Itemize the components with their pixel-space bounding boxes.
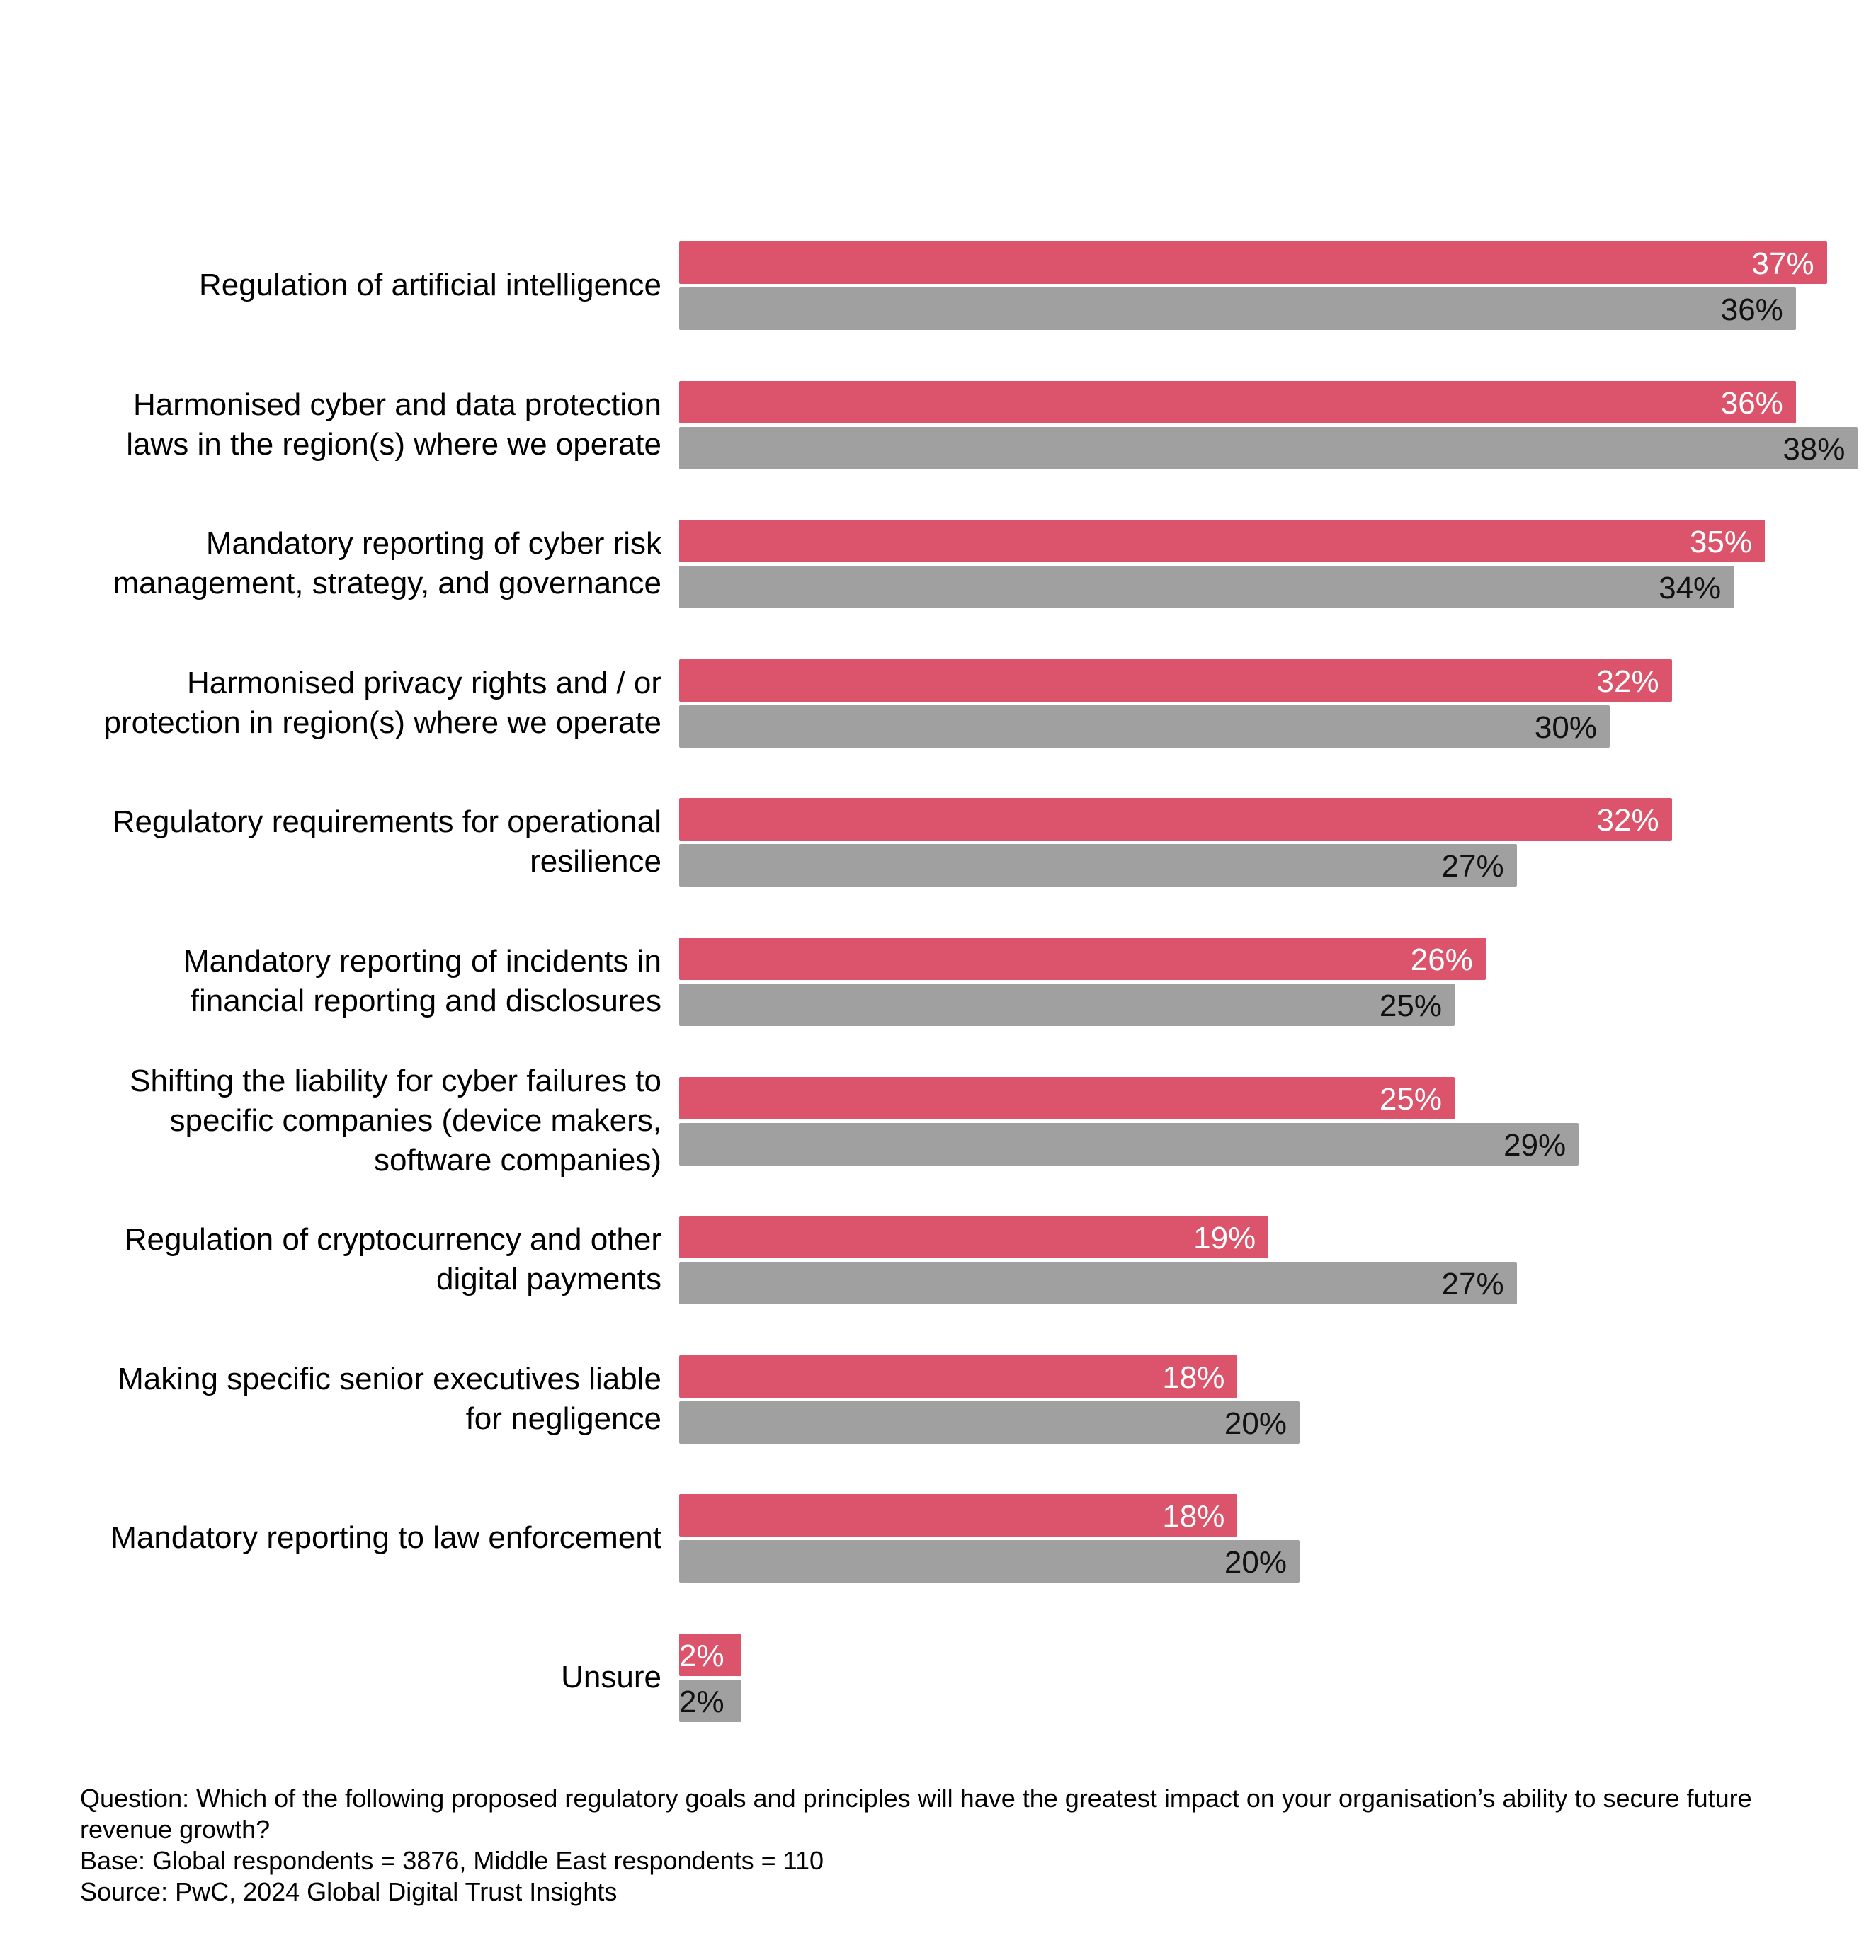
bar-series-1: 27% — [679, 844, 1517, 887]
data-label: 20% — [1224, 1545, 1287, 1580]
bar-series-1: 20% — [679, 1540, 1300, 1583]
data-label: 36% — [1720, 292, 1783, 327]
bar-series-1: 2% — [679, 1680, 741, 1722]
footer-base: Base: Global respondents = 3876, Middle … — [80, 1846, 824, 1875]
category-label: Harmonised privacy rights and / or prote… — [103, 665, 661, 740]
data-label: 37% — [1751, 246, 1814, 281]
data-label: 29% — [1503, 1127, 1567, 1163]
chart-footer: Question: Which of the following propose… — [80, 1783, 1822, 1908]
category-label: Regulatory requirements for operational … — [112, 804, 661, 879]
bar-series-0: 18% — [679, 1355, 1238, 1398]
bar-series-1: 30% — [679, 705, 1610, 748]
footer-source: Source: PwC, 2024 Global Digital Trust I… — [80, 1877, 618, 1906]
data-label: 25% — [1379, 1081, 1442, 1117]
bar-series-1: 34% — [679, 566, 1734, 609]
bar-series-0: 2% — [679, 1634, 741, 1676]
data-label: 18% — [1162, 1360, 1225, 1395]
bar-series-1: 29% — [679, 1122, 1579, 1166]
data-label: 2% — [679, 1685, 724, 1719]
bar-series-1: 27% — [679, 1262, 1517, 1305]
data-label: 20% — [1224, 1406, 1287, 1441]
data-label: 38% — [1783, 431, 1846, 467]
bar-series-0: 25% — [679, 1076, 1455, 1119]
data-label: 26% — [1410, 942, 1473, 977]
category-label: Unsure — [561, 1660, 661, 1694]
data-label: 27% — [1441, 1267, 1504, 1302]
data-label: 34% — [1659, 571, 1722, 606]
category-label: Harmonised cyber and data protection law… — [126, 387, 661, 462]
category-label: Regulation of cryptocurrency and other d… — [124, 1222, 661, 1297]
category-label: Regulation of artificial intelligence — [198, 268, 661, 302]
bar-series-0: 32% — [679, 659, 1672, 702]
category-label: Shifting the liability for cyber failure… — [130, 1063, 661, 1178]
data-label: 32% — [1596, 663, 1659, 699]
data-label: 27% — [1441, 849, 1504, 884]
data-label: 36% — [1720, 385, 1783, 421]
bar-series-0: 19% — [679, 1216, 1269, 1259]
data-label: 19% — [1193, 1221, 1256, 1256]
bar-series-0: 35% — [679, 520, 1765, 563]
bar-series-1: 36% — [679, 287, 1796, 330]
category-label: Mandatory reporting to law enforcement — [110, 1520, 661, 1556]
bar-series-0: 37% — [679, 241, 1827, 284]
data-label: 2% — [679, 1639, 724, 1673]
bar-series-0: 18% — [679, 1494, 1238, 1537]
bar-series-0: 26% — [679, 938, 1486, 980]
footer-question: Question: Which of the following propose… — [80, 1784, 1752, 1844]
data-label: 32% — [1596, 803, 1659, 838]
category-label: Mandatory reporting of incidents in fina… — [183, 944, 661, 1018]
data-label: 30% — [1534, 710, 1597, 745]
bar-series-1: 25% — [679, 984, 1455, 1026]
bar-series-0: 32% — [679, 798, 1672, 841]
bar-series-1: 20% — [679, 1401, 1300, 1444]
category-label: Making specific senior executives liable… — [118, 1361, 661, 1436]
data-label: 25% — [1379, 988, 1442, 1023]
data-label: 35% — [1689, 525, 1752, 560]
category-label: Mandatory reporting of cyber risk manage… — [113, 526, 661, 601]
bar-series-1: 38% — [679, 426, 1858, 469]
data-label: 18% — [1162, 1499, 1225, 1534]
bar-series-0: 36% — [679, 380, 1796, 423]
